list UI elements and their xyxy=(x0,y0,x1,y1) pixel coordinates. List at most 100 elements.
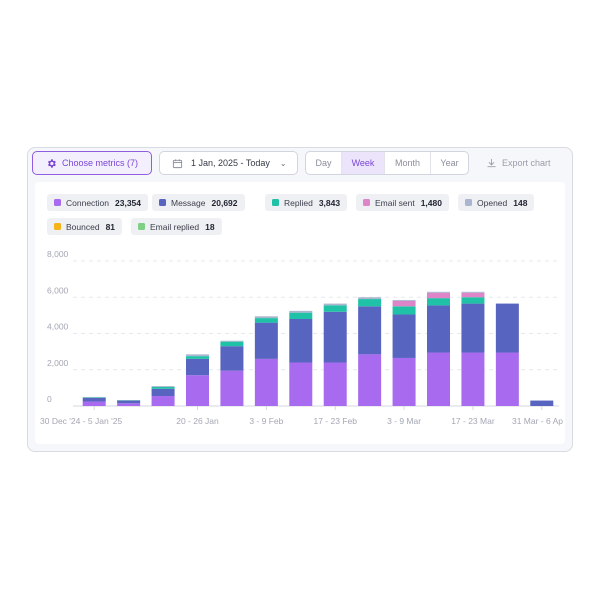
bar-segment xyxy=(220,346,244,371)
period-week-tab[interactable]: Week xyxy=(342,152,385,174)
legend-chip-email-replied[interactable]: Email replied 18 xyxy=(131,218,222,235)
legend-swatch xyxy=(272,199,279,206)
bar-segment xyxy=(220,341,244,347)
legend-label: Message xyxy=(171,197,206,208)
bar-segment xyxy=(82,397,106,398)
chart-panel: Connection 23,354 Message 20,692 Replied… xyxy=(35,182,565,444)
bar-segment xyxy=(358,306,382,355)
legend-chip-connection[interactable]: Connection 23,354 xyxy=(47,194,149,211)
legend-value: 23,354 xyxy=(115,197,142,208)
legend-label: Email replied xyxy=(150,221,200,232)
bar-segment xyxy=(186,375,209,406)
legend-swatch xyxy=(54,199,61,206)
bar-segment xyxy=(323,303,347,306)
bar-segment xyxy=(392,300,416,307)
bar-segment xyxy=(220,340,244,342)
export-chart-button[interactable]: Export chart xyxy=(486,151,551,175)
choose-metrics-button[interactable]: Choose metrics (7) xyxy=(32,151,152,175)
chart-toolbar: Choose metrics (7) 1 Jan, 2025 - Today ⌄… xyxy=(28,148,572,180)
bar-segment xyxy=(151,386,175,387)
bar-segment xyxy=(254,358,278,406)
gear-icon xyxy=(47,158,56,168)
bar-segment xyxy=(323,362,347,406)
bar-segment xyxy=(117,400,141,401)
bar-segment xyxy=(358,354,382,406)
x-tick-label: 17 - 23 Feb xyxy=(313,416,357,426)
y-tick-label: 4,000 xyxy=(47,322,69,332)
legend-chip-bounced[interactable]: Bounced 81 xyxy=(47,218,123,235)
bar-segment xyxy=(461,292,485,298)
download-icon xyxy=(487,158,496,167)
bar-segment xyxy=(82,397,106,402)
y-tick-label: 8,000 xyxy=(47,249,69,259)
legend-chip-email-sent[interactable]: Email sent 1,480 xyxy=(356,194,449,211)
chevron-down-icon: ⌄ xyxy=(279,158,287,168)
bar-segment xyxy=(220,370,244,406)
legend-swatch xyxy=(159,199,166,206)
legend-label: Replied xyxy=(284,197,313,208)
stacked-bar-chart: 0 2,000 4,000 6,000 8,000 30 Dec '24 - 5 Jan … xyxy=(40,249,563,426)
bar-segment xyxy=(427,305,450,353)
y-tick-label: 6,000 xyxy=(47,285,69,295)
legend-swatch xyxy=(465,199,472,206)
bar-segment xyxy=(289,310,313,313)
bar-segment xyxy=(461,291,485,293)
period-month-tab[interactable]: Month xyxy=(385,152,431,174)
calendar-icon xyxy=(172,158,183,168)
period-year-tab[interactable]: Year xyxy=(440,158,459,168)
legend-value: 20,692 xyxy=(211,197,238,208)
y-tick-label: 2,000 xyxy=(47,358,69,368)
legend-label: Opened xyxy=(477,197,508,208)
bar-segment xyxy=(323,305,347,312)
bar-segment xyxy=(495,303,519,353)
legend-value: 148 xyxy=(513,197,528,208)
chart-card: Choose metrics (7) 1 Jan, 2025 - Today ⌄… xyxy=(27,147,573,452)
legend-chip-opened[interactable]: Opened 148 xyxy=(458,194,535,211)
bar-segment xyxy=(392,314,416,358)
choose-metrics-label: Choose metrics (7) xyxy=(61,158,139,168)
legend-label: Connection xyxy=(66,197,110,208)
bar-segment xyxy=(117,400,141,404)
bar-segment xyxy=(427,291,450,293)
x-tick-label: 31 Mar - 6 Ap xyxy=(512,416,563,426)
bar-segment xyxy=(461,297,485,304)
x-tick-label: 30 Dec '24 - 5 Jan '25 xyxy=(40,416,122,426)
legend-chip-replied[interactable]: Replied 3,843 xyxy=(265,194,348,211)
y-tick-label: 0 xyxy=(47,394,52,404)
bar-segment xyxy=(358,297,382,300)
legend-value: 1,480 xyxy=(420,197,442,208)
bar-segment xyxy=(392,299,416,301)
legend-chip-message[interactable]: Message 20,692 xyxy=(152,194,245,211)
bar-segment xyxy=(461,352,485,406)
legend-swatch xyxy=(138,223,145,230)
bar-segment xyxy=(117,403,141,406)
bar-segment xyxy=(289,312,313,319)
bar-segment xyxy=(151,386,175,389)
bar-segment xyxy=(427,292,450,299)
bar-segment xyxy=(82,396,106,398)
period-day-tab[interactable]: Day xyxy=(306,152,342,174)
legend-swatch xyxy=(363,199,370,206)
bar-segment xyxy=(392,357,416,406)
legend-value: 18 xyxy=(205,221,215,232)
x-tick-label: 20 - 26 Jan xyxy=(176,416,219,426)
legend-value: 3,843 xyxy=(318,197,341,208)
legend-label: Email sent xyxy=(375,197,415,208)
bar-segment xyxy=(530,400,554,406)
x-tick-label: 3 - 9 Mar xyxy=(387,416,421,426)
legend-swatch xyxy=(54,223,61,230)
bar-segment xyxy=(186,358,209,376)
bar-segment xyxy=(254,318,278,323)
date-range-label: 1 Jan, 2025 - Today xyxy=(191,158,270,168)
bar-segment xyxy=(186,354,209,357)
bar-segment xyxy=(254,322,278,359)
legend-label: Bounced xyxy=(66,221,100,232)
export-chart-label: Export chart xyxy=(502,158,551,168)
bar-segment xyxy=(82,401,106,406)
bar-segment xyxy=(323,311,347,363)
x-tick-label: 17 - 23 Mar xyxy=(451,416,495,426)
bar-segment xyxy=(289,319,313,363)
bar-segment xyxy=(289,362,313,406)
bar-segment xyxy=(392,306,416,315)
date-range-button[interactable]: 1 Jan, 2025 - Today ⌄ xyxy=(159,151,298,175)
